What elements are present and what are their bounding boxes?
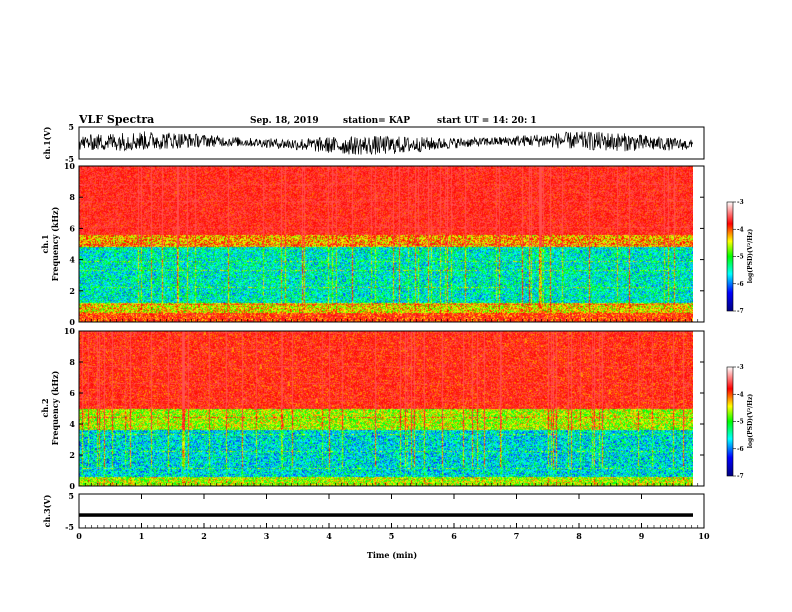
ch3-ytick-top: 5 (68, 491, 74, 501)
ch1-spectrum-frame (78, 165, 705, 323)
ch2-colorbar-tick-label: -4 (737, 391, 744, 398)
ch1-ytick-label: 2 (69, 286, 75, 296)
ch2-yticks: 10 8 6 4 2 0 (64, 326, 704, 491)
time-xticks: 0 1 2 3 4 5 6 7 8 9 10 (76, 494, 710, 541)
ch2-colorbar-ticks: -3 -4 -5 -6 -7 (733, 364, 744, 480)
time-xtick-label: 0 (76, 531, 82, 541)
station-label: station= KAP (343, 116, 410, 126)
figure-title: VLF Spectra (78, 113, 154, 126)
ch2-colorbar: -3 -4 -5 -6 -7 log(PSD)(V²/Hz) (726, 364, 754, 480)
ch1-waveform-frame (78, 126, 705, 160)
ch1-channel-label: ch.1 (40, 234, 50, 253)
ch2-spectrogram-image (79, 331, 693, 486)
ch1-colorbar-tick-label: -6 (737, 281, 744, 288)
time-xtick-label: 6 (451, 531, 457, 541)
ch1-colorbar: -3 -4 -5 -6 -7 log(PSD)(V²/Hz) (726, 199, 754, 315)
ch2-spectrum-panel: 10 8 6 4 2 0 ch.2 Frequency (kHz) -3 -4 -5 -6 -7 … (40, 326, 754, 491)
date-label: Sep. 18, 2019 (250, 116, 319, 126)
time-xtick-label: 9 (639, 531, 645, 541)
ch1-colorbar-ticks: -3 -4 -5 -6 -7 (733, 199, 744, 315)
ch2-ytick-label: 6 (69, 388, 75, 398)
ch1-colorbar-label: log(PSD)(V²/Hz) (747, 229, 754, 284)
ch3-waveform-frame (78, 493, 705, 529)
start-time-label: start UT = 14: 20: 1 (437, 116, 537, 126)
ch2-ytick-label: 4 (69, 419, 75, 429)
ch2-colorbar-tick-label: -7 (737, 473, 744, 480)
ch1-spectrogram (79, 166, 693, 322)
ch1-spectrum-panel: 10 8 6 4 2 0 ch.1 Frequency (kHz) -3 -4 -5 -6 -7 … (40, 161, 754, 327)
ch2-colorbar-tick-label: -3 (737, 364, 744, 371)
time-xtick-label: 2 (201, 531, 207, 541)
ch1-spectrogram-image (79, 166, 693, 322)
time-xtick-label: 8 (576, 531, 582, 541)
ch1-colorbar-tick-label: -7 (737, 308, 744, 315)
ch1-ytick-label: 0 (69, 317, 75, 327)
ch2-colorbar-label: log(PSD)(V²/Hz) (747, 394, 754, 449)
ch1-colorbar-tick-label: -5 (737, 254, 744, 261)
ch1-ytick-bottom: -5 (65, 154, 74, 164)
ch1-colorbar-gradient (726, 201, 734, 312)
ch1-ytick-label: 10 (64, 161, 76, 171)
ch1-yticks: 10 8 6 4 2 0 (64, 161, 704, 327)
time-xtick-label: 10 (698, 531, 710, 541)
time-xtick-label: 5 (389, 531, 395, 541)
ch3-waveform-panel: 5 -5 ch.3(V) 0 1 2 3 4 5 6 7 8 9 10 Time (min) (42, 491, 710, 560)
ch1-waveform-trace (78, 131, 693, 155)
ch2-colorbar-tick-label: -5 (737, 419, 744, 426)
time-xtick-label: 3 (264, 531, 270, 541)
time-xtick-label: 7 (514, 531, 520, 541)
ch2-ytick-label: 8 (69, 357, 75, 367)
ch2-channel-label: ch.2 (40, 398, 50, 417)
ch1-ytick-top: 5 (68, 122, 74, 132)
ch2-ytick-label: 0 (69, 481, 75, 491)
ch2-ytick-label: 2 (69, 450, 75, 460)
ch2-ytick-label: 10 (64, 326, 76, 336)
ch1-colorbar-tick-label: -4 (737, 226, 744, 233)
ch2-frequency-ylabel: Frequency (kHz) (50, 370, 60, 445)
ch3-ytick-bottom: -5 (65, 522, 74, 532)
time-xlabel: Time (min) (367, 550, 417, 560)
ch3-waveform-trace (79, 513, 693, 517)
time-xtick-label: 4 (326, 531, 332, 541)
ch1-frequency-ylabel: Frequency (kHz) (50, 206, 60, 281)
ch1-ytick-label: 4 (69, 255, 75, 265)
ch1-ytick-label: 6 (69, 223, 75, 233)
ch2-spectrum-frame (78, 330, 705, 487)
ch1-waveform-panel: 5 -5 ch.1(V) (42, 122, 705, 164)
ch1-waveform-ylabel: ch.1(V) (42, 126, 52, 159)
ch2-colorbar-tick-label: -6 (737, 446, 744, 453)
ch2-colorbar-gradient (726, 366, 734, 477)
time-xtick-label: 1 (139, 531, 145, 541)
ch1-colorbar-tick-label: -3 (737, 199, 744, 206)
ch2-spectrogram (79, 331, 693, 486)
ch3-waveform-ylabel: ch.3(V) (42, 494, 52, 527)
ch1-ytick-label: 8 (69, 192, 75, 202)
